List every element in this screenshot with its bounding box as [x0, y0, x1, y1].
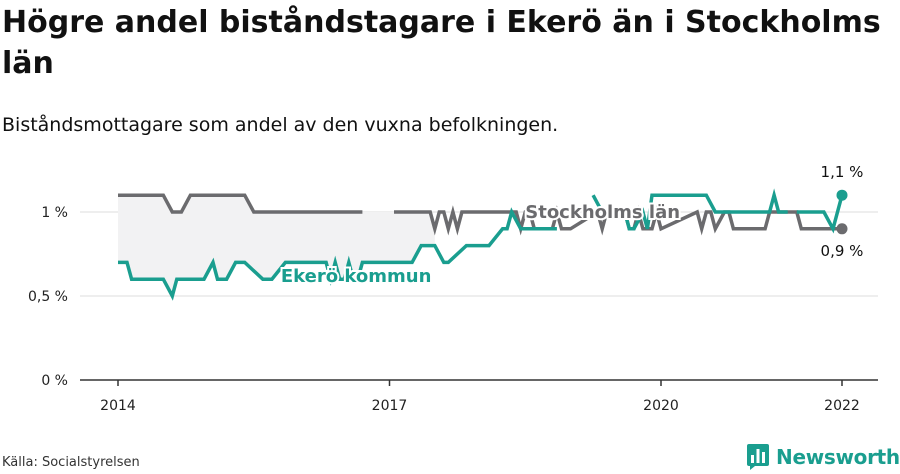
series-lines	[118, 188, 848, 301]
series-label-stockholms-lan: Stockholms län	[525, 202, 680, 223]
x-tick-label: 2022	[824, 398, 860, 414]
end-point-marker	[836, 223, 848, 235]
chart-title: Högre andel biståndstagare i Ekerö än i …	[2, 5, 881, 81]
x-tick-label: 2014	[100, 398, 136, 414]
end-value-label: 1,1 %	[821, 163, 864, 181]
area-between-series	[118, 195, 435, 296]
x-axis: 2014 2017 2020 2022	[80, 379, 878, 414]
series-line-ekero-kommun	[118, 188, 844, 301]
series-labels: 1,1 % 0,9 % Stockholms län Ekerö kommun	[279, 163, 864, 289]
x-tick-label: 2017	[372, 398, 408, 414]
y-tick-label: 1 %	[41, 205, 68, 221]
y-tick-label: 0,5 %	[28, 289, 68, 305]
brand-name: Newsworthy	[776, 445, 900, 469]
end-value-label: 0,9 %	[821, 242, 864, 260]
x-tick-label: 2020	[643, 398, 679, 414]
area-between-series-shape	[118, 195, 435, 296]
chart-subtitle: Biståndsmottagare som andel av den vuxna…	[2, 114, 559, 136]
newsworthy-logo[interactable]: Newsworthy	[746, 443, 900, 471]
y-tick-label: 0 %	[41, 373, 68, 389]
series-label-ekero-kommun: Ekerö kommun	[281, 266, 432, 287]
source-note: Källa: Socialstyrelsen	[2, 455, 140, 470]
end-point-marker	[836, 189, 848, 201]
bar-chart-logo-icon	[747, 444, 769, 470]
